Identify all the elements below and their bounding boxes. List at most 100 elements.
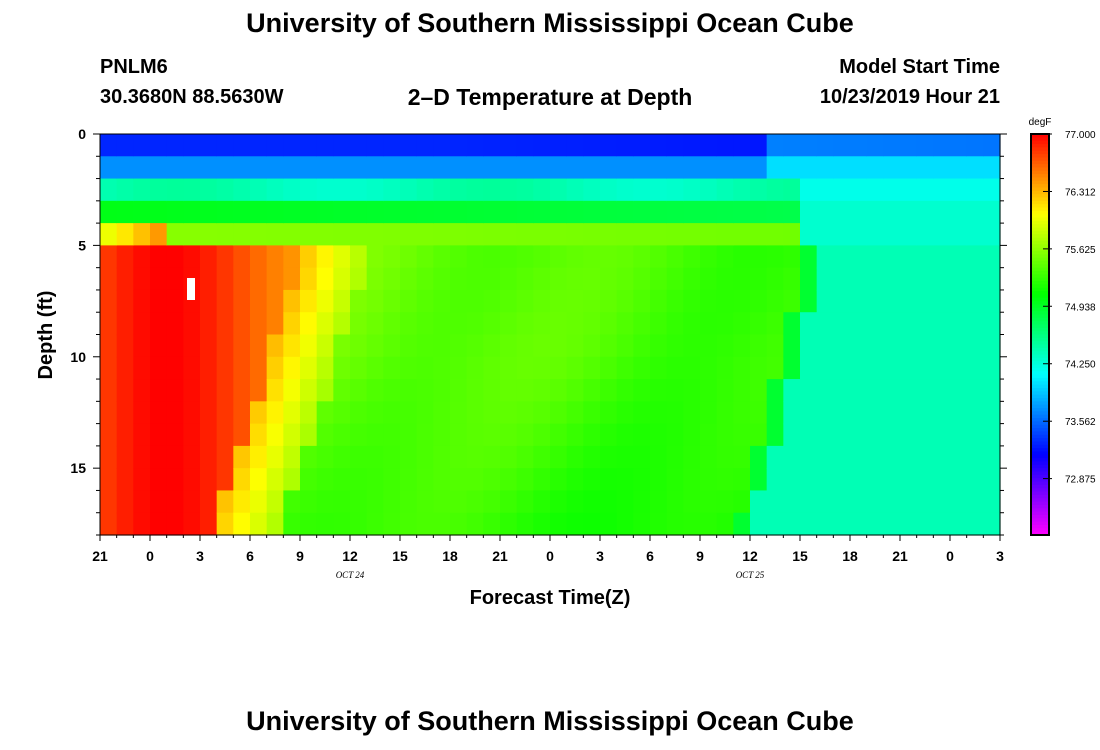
heatmap-cell: [883, 445, 901, 469]
heatmap-cell: [500, 423, 518, 447]
heatmap-cell: [150, 134, 168, 157]
heatmap-cell: [633, 490, 651, 514]
heatmap-cell: [900, 178, 918, 202]
heatmap-cell: [450, 223, 468, 246]
heatmap-cell: [350, 223, 368, 246]
heatmap-cell: [866, 512, 884, 536]
heatmap-cell: [766, 356, 784, 380]
heatmap-cell: [550, 512, 568, 536]
heatmap-cell: [166, 423, 184, 447]
y-tick-label: 5: [78, 237, 86, 253]
heatmap-cell: [616, 245, 634, 269]
heatmap-cell: [966, 245, 984, 269]
heatmap-cell: [100, 445, 118, 469]
heatmap-cell: [316, 379, 334, 402]
heatmap-cell: [866, 178, 884, 202]
heatmap-cell: [450, 289, 468, 313]
heatmap-cell: [400, 178, 418, 202]
colorbar-segment: [1031, 377, 1049, 382]
heatmap-cell: [900, 490, 918, 514]
heatmap-cell: [983, 445, 1001, 469]
heatmap-cell: [900, 156, 918, 180]
heatmap-cell: [750, 401, 768, 425]
heatmap-cell: [416, 267, 434, 291]
heatmap-cell: [933, 156, 951, 180]
heatmap-cell: [616, 490, 634, 514]
heatmap-cell: [450, 156, 468, 180]
heatmap-cell: [600, 289, 618, 313]
heatmap-cell: [716, 312, 734, 336]
heatmap-cell: [216, 512, 234, 536]
heatmap-cell: [700, 401, 718, 425]
colorbar-segment: [1031, 488, 1049, 493]
heatmap-cell: [333, 223, 351, 246]
heatmap-cell: [666, 401, 684, 425]
heatmap-cell: [366, 401, 384, 425]
heatmap-cell: [933, 178, 951, 202]
heatmap-cell: [783, 445, 801, 469]
heatmap-cell: [883, 356, 901, 380]
heatmap-cell: [850, 245, 868, 269]
colorbar-segment: [1031, 518, 1049, 523]
heatmap-cell: [516, 490, 534, 514]
heatmap-cell: [850, 512, 868, 536]
heatmap-cell: [700, 267, 718, 291]
heatmap-cell: [833, 200, 851, 224]
heatmap-cell: [750, 178, 768, 202]
heatmap-cell: [366, 223, 384, 246]
colorbar-segment: [1031, 521, 1049, 526]
heatmap-cell: [400, 356, 418, 380]
heatmap-cell: [750, 289, 768, 313]
heatmap-cell: [600, 468, 618, 492]
heatmap-cell: [316, 178, 334, 202]
heatmap-cell: [183, 178, 201, 202]
heatmap-cell: [200, 156, 218, 180]
heatmap-cell: [333, 356, 351, 380]
heatmap-cell: [350, 267, 368, 291]
heatmap-cell: [316, 401, 334, 425]
heatmap-cell: [566, 401, 584, 425]
heatmap-cell: [216, 334, 234, 358]
heatmap-cell: [916, 401, 934, 425]
heatmap-cell: [483, 289, 501, 313]
colorbar-segment: [1031, 207, 1049, 212]
heatmap-cell: [600, 334, 618, 358]
heatmap-cell: [666, 334, 684, 358]
heatmap-cell: [300, 334, 318, 358]
heatmap-cell: [200, 468, 218, 492]
heatmap-cell: [350, 379, 368, 402]
heatmap-cell: [516, 468, 534, 492]
heatmap-cell: [966, 134, 984, 157]
heatmap-cell: [166, 200, 184, 224]
heatmap-cell: [366, 134, 384, 157]
heatmap-cell: [566, 356, 584, 380]
heatmap-cell: [816, 334, 834, 358]
heatmap-cell: [733, 156, 751, 180]
heatmap-cell: [650, 334, 668, 358]
heatmap-cell: [366, 200, 384, 224]
heatmap-cell: [816, 445, 834, 469]
heatmap-cell: [316, 468, 334, 492]
colorbar-segment: [1031, 421, 1049, 426]
heatmap-cell: [450, 267, 468, 291]
heatmap-cell: [683, 401, 701, 425]
heatmap-cell: [900, 512, 918, 536]
heatmap-cell: [500, 356, 518, 380]
heatmap-cell: [683, 200, 701, 224]
heatmap-cell: [233, 156, 251, 180]
heatmap-cell: [216, 312, 234, 336]
colorbar-segment: [1031, 287, 1049, 292]
heatmap-cell: [300, 267, 318, 291]
heatmap-cell: [233, 245, 251, 269]
heatmap-cell: [683, 289, 701, 313]
heatmap-cell: [966, 379, 984, 402]
heatmap-cell: [883, 200, 901, 224]
heatmap-cell: [900, 334, 918, 358]
heatmap-cell: [116, 312, 134, 336]
heatmap-cell: [416, 245, 434, 269]
heatmap-cell: [483, 468, 501, 492]
heatmap-cell: [300, 178, 318, 202]
heatmap-cell: [250, 334, 268, 358]
heatmap-cell: [483, 312, 501, 336]
heatmap-cell: [166, 512, 184, 536]
